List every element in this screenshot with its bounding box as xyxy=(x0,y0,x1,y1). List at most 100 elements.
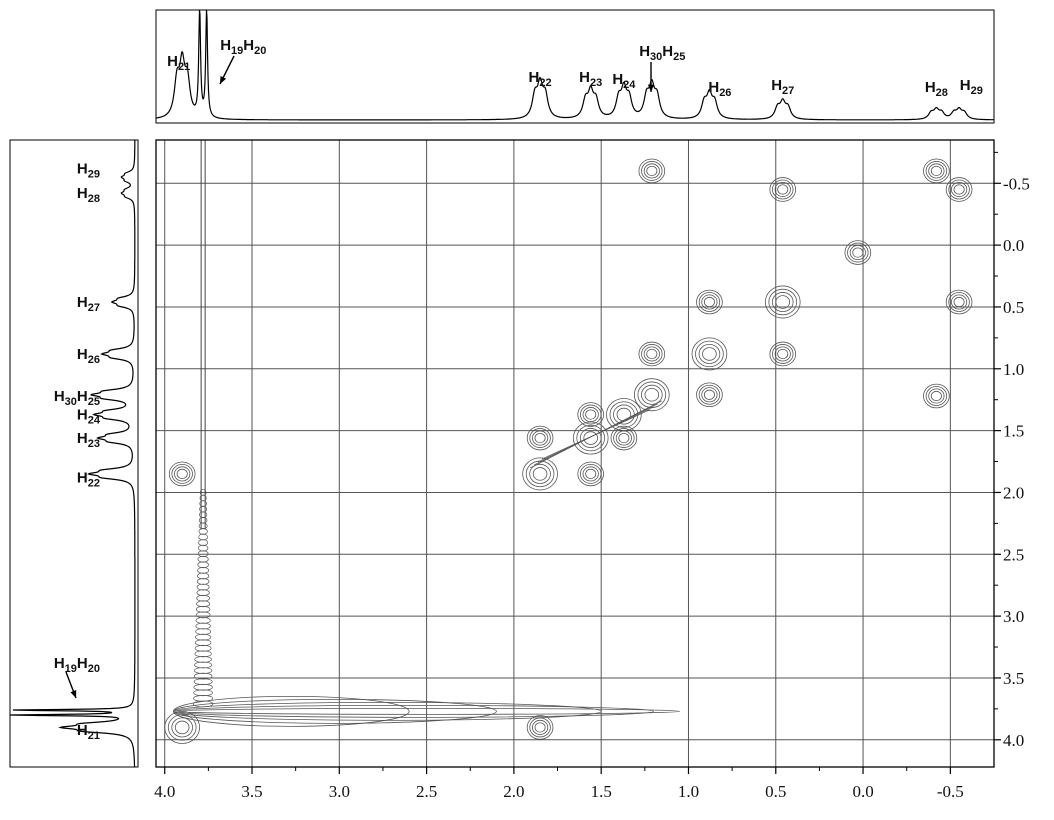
diagonal-ridge xyxy=(529,400,662,469)
y-tick-label: 3.0 xyxy=(1003,607,1024,626)
t1-noise-blob xyxy=(199,511,208,519)
label-main: H xyxy=(77,407,88,424)
contour-ring xyxy=(577,402,605,427)
label-subscript: 28 xyxy=(88,193,100,205)
left-peak-label: H21 xyxy=(77,722,100,742)
contour-ring xyxy=(167,714,197,741)
label-main: H xyxy=(579,69,590,86)
label-main: H xyxy=(925,79,936,96)
label-subscript: 27 xyxy=(782,85,794,97)
label-main: H xyxy=(77,346,88,363)
contour-ring xyxy=(695,340,724,368)
label-main: H xyxy=(77,294,88,311)
label-subscript: 22 xyxy=(88,478,100,490)
t1-noise-blob xyxy=(196,583,210,591)
contour-ring xyxy=(637,381,667,408)
label-subscript: 23 xyxy=(88,438,100,450)
top-peak-label: H28 xyxy=(925,79,948,99)
y-tick-label: 3.5 xyxy=(1003,669,1024,688)
label-main: H xyxy=(77,160,88,177)
contour-ring xyxy=(774,346,791,362)
label-main: H xyxy=(639,43,650,60)
contour-cross-peaks xyxy=(164,140,973,744)
cross-peak-18 xyxy=(610,425,638,451)
cross-peak-13 xyxy=(923,383,950,409)
solvent-contour-1 xyxy=(173,704,654,718)
t1-noise-blob xyxy=(196,594,210,602)
contour-ring xyxy=(696,289,723,315)
t1-noise xyxy=(192,140,214,708)
left-peak-label: H19H20 xyxy=(54,655,100,675)
left-spectrum-frame xyxy=(9,139,139,768)
x-tick-label: 0.0 xyxy=(852,782,873,801)
t1-noise-blob xyxy=(192,700,214,708)
contour-ring xyxy=(775,295,791,309)
contour-ring xyxy=(610,425,638,451)
y-tick-label: 1.0 xyxy=(1003,360,1024,379)
contour-ring xyxy=(164,710,201,744)
left-peak-label: H30H25 xyxy=(54,388,100,408)
contour-ring xyxy=(646,348,658,360)
cross-peak-20 xyxy=(577,461,605,487)
contour-ring xyxy=(618,432,630,444)
contour-ring xyxy=(950,294,968,310)
contour-ring xyxy=(691,337,728,371)
label-subscript: 21 xyxy=(88,730,100,742)
contour-ring xyxy=(579,428,602,449)
left-peak-label: H24 xyxy=(77,407,101,427)
top-peak-label: H22 xyxy=(529,69,552,89)
t1-noise-blob xyxy=(193,695,214,702)
contour-ring xyxy=(534,432,546,444)
arrow-head xyxy=(220,76,227,84)
label-subscript: 20 xyxy=(88,663,100,675)
label-main: H xyxy=(54,655,65,672)
contour-ring xyxy=(769,341,797,367)
x-tick-label: 0.5 xyxy=(765,782,786,801)
top-peak-label: H26 xyxy=(708,79,731,99)
cross-peak-10 xyxy=(769,341,797,367)
label-subscript: 23 xyxy=(590,77,602,89)
contour-ring xyxy=(771,292,794,312)
t1-noise-blob xyxy=(195,633,212,641)
contour-ring xyxy=(526,425,554,451)
label-main: H xyxy=(77,388,88,405)
label-main: H xyxy=(960,77,971,94)
contour-ring xyxy=(534,722,546,733)
top-peak-label: H27 xyxy=(771,77,794,97)
annotation-arrows xyxy=(65,55,655,699)
t1-noise-blob xyxy=(194,644,212,652)
x-tick-label: 1.0 xyxy=(678,782,699,801)
top-peak-label: H29 xyxy=(960,77,983,97)
top-peak-label: H23 xyxy=(579,69,602,89)
t1-noise-blob xyxy=(194,650,212,658)
cross-peak-11 xyxy=(696,382,723,408)
label-main: H xyxy=(167,53,178,70)
cross-peak-1 xyxy=(769,177,797,202)
cross-peak-15 xyxy=(577,402,605,427)
left-1d-spectrum xyxy=(9,140,136,767)
contour-ring xyxy=(643,346,660,362)
contour-ring xyxy=(634,378,670,412)
label-main: H xyxy=(220,37,231,54)
contour-ring xyxy=(930,165,942,177)
x-tick-label: 1.5 xyxy=(591,782,612,801)
t1-noise-blob xyxy=(194,661,213,669)
y-tick-label: 2.5 xyxy=(1003,545,1024,564)
label-main: H xyxy=(77,185,88,202)
t1-noise-blob xyxy=(193,683,213,691)
contour-ring xyxy=(572,421,609,455)
t1-noise-blob xyxy=(197,561,209,569)
contour-ring xyxy=(698,343,721,364)
main-plot-frame xyxy=(155,139,995,768)
contour-ring xyxy=(769,177,797,202)
contour-ring xyxy=(703,296,715,308)
t1-noise-blob xyxy=(195,628,211,635)
contour-ring xyxy=(638,158,666,184)
t1-noise-blob xyxy=(198,522,208,530)
contour-ring xyxy=(174,720,190,735)
label-subscript: 20 xyxy=(254,45,266,57)
t1-noise-blob xyxy=(199,494,207,502)
cross-peak-16 xyxy=(572,421,609,455)
t1-noise-blob xyxy=(199,505,208,513)
contour-ring xyxy=(531,719,549,735)
